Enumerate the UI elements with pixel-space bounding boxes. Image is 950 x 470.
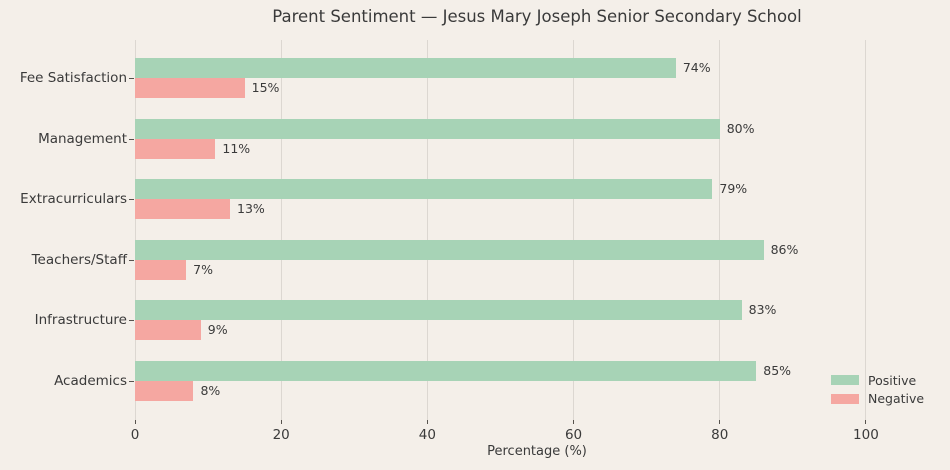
bar-negative-infrastructure (135, 320, 201, 341)
y-axis-tick-academics (129, 381, 134, 382)
gridline-x-40 (426, 40, 428, 420)
legend-entry-negative: Negative (831, 390, 924, 409)
category-label-fee-satisfaction: Fee Satisfaction (19, 70, 127, 86)
x-tick-label-80: 80 (711, 427, 729, 443)
category-label-teachers-staff: Teachers/Staff (31, 251, 127, 268)
gridline-x-20 (280, 40, 282, 420)
bar-positive-management (135, 118, 720, 139)
x-tick-label-60: 60 (564, 427, 583, 443)
legend: Positive Negative (831, 371, 924, 408)
value-label-positive-teachers-staff: 86% (770, 241, 799, 257)
y-axis-tick-fee-satisfaction (129, 78, 134, 79)
value-label-negative-extracurriculars: 13% (237, 201, 265, 217)
category-label-extracurriculars: Extracurriculars (20, 191, 127, 208)
bar-negative-extracurriculars (135, 199, 231, 220)
legend-swatch-positive-icon (831, 375, 859, 386)
bar-negative-teachers-staff (135, 259, 187, 280)
x-tick-label-20: 20 (272, 427, 290, 443)
x-axis-tick-80 (719, 420, 721, 424)
bar-negative-management (135, 138, 216, 159)
y-axis-tick-teachers-staff (129, 259, 134, 261)
x-axis-tick-100 (865, 420, 867, 424)
gridline-x-0 (134, 40, 136, 420)
value-label-positive-fee-satisfaction: 74% (682, 60, 711, 75)
x-axis-tick-0 (134, 420, 136, 424)
category-label-academics: Academics (54, 373, 127, 389)
legend-entry-positive: Positive (831, 371, 924, 390)
bar-positive-infrastructure (135, 300, 742, 321)
plot-area: 74% 15% 80% 11% 79% 13% 86% 7% 83% 9% 85% 8% (134, 40, 939, 420)
legend-swatch-negative-icon (831, 393, 859, 404)
x-axis-label: Percentage (%) (487, 444, 587, 459)
gridline-x-80 (719, 40, 721, 420)
x-tick-label-0: 0 (130, 427, 140, 443)
y-axis-tick-extracurriculars (129, 199, 134, 201)
bar-negative-fee-satisfaction (135, 78, 245, 98)
x-tick-label-100: 100 (853, 427, 879, 443)
y-axis-tick-infrastructure (129, 320, 134, 322)
legend-label-negative: Negative (868, 391, 925, 407)
bar-positive-academics (135, 361, 757, 381)
x-axis-tick-20 (280, 420, 282, 424)
value-label-negative-teachers-staff: 7% (193, 261, 213, 277)
bar-positive-fee-satisfaction (135, 58, 676, 78)
value-label-positive-academics: 85% (763, 363, 792, 378)
gridline-x-100 (865, 40, 867, 420)
value-label-positive-management: 80% (726, 120, 755, 136)
x-axis-tick-40 (426, 420, 428, 424)
value-label-negative-fee-satisfaction: 15% (251, 80, 280, 95)
y-axis-labels: Fee Satisfaction Management Extracurricula… (0, 0, 127, 470)
value-label-positive-infrastructure: 83% (748, 302, 777, 318)
y-axis-tick-management (129, 138, 134, 140)
x-axis-tick-60 (573, 420, 575, 424)
bar-positive-extracurriculars (135, 179, 713, 200)
bar-positive-teachers-staff (135, 239, 764, 260)
gridline-x-60 (573, 40, 575, 420)
value-label-negative-academics: 8% (200, 383, 221, 398)
value-label-negative-management: 11% (222, 140, 251, 156)
chart-title: Parent Sentiment — Jesus Mary Joseph Sen… (272, 7, 802, 26)
bar-negative-academics (135, 381, 194, 401)
category-label-management: Management (38, 130, 127, 147)
value-label-positive-extracurriculars: 79% (719, 181, 748, 197)
x-tick-label-40: 40 (418, 427, 436, 443)
category-label-infrastructure: Infrastructure (34, 312, 127, 329)
legend-label-positive: Positive (868, 372, 917, 388)
value-label-negative-infrastructure: 9% (207, 322, 228, 338)
